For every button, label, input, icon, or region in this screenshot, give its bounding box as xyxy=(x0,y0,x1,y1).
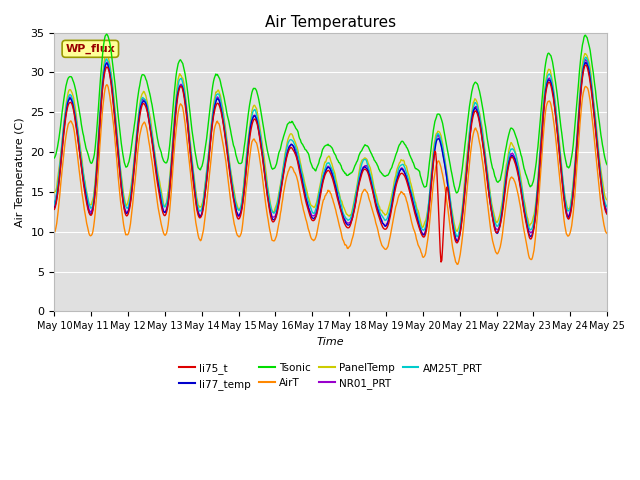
Text: WP_flux: WP_flux xyxy=(65,44,115,54)
Y-axis label: Air Temperature (C): Air Temperature (C) xyxy=(15,117,25,227)
X-axis label: Time: Time xyxy=(317,336,344,347)
Legend: li75_t, li77_temp, Tsonic, AirT, PanelTemp, NR01_PRT, AM25T_PRT: li75_t, li77_temp, Tsonic, AirT, PanelTe… xyxy=(175,359,486,394)
Title: Air Temperatures: Air Temperatures xyxy=(265,15,396,30)
